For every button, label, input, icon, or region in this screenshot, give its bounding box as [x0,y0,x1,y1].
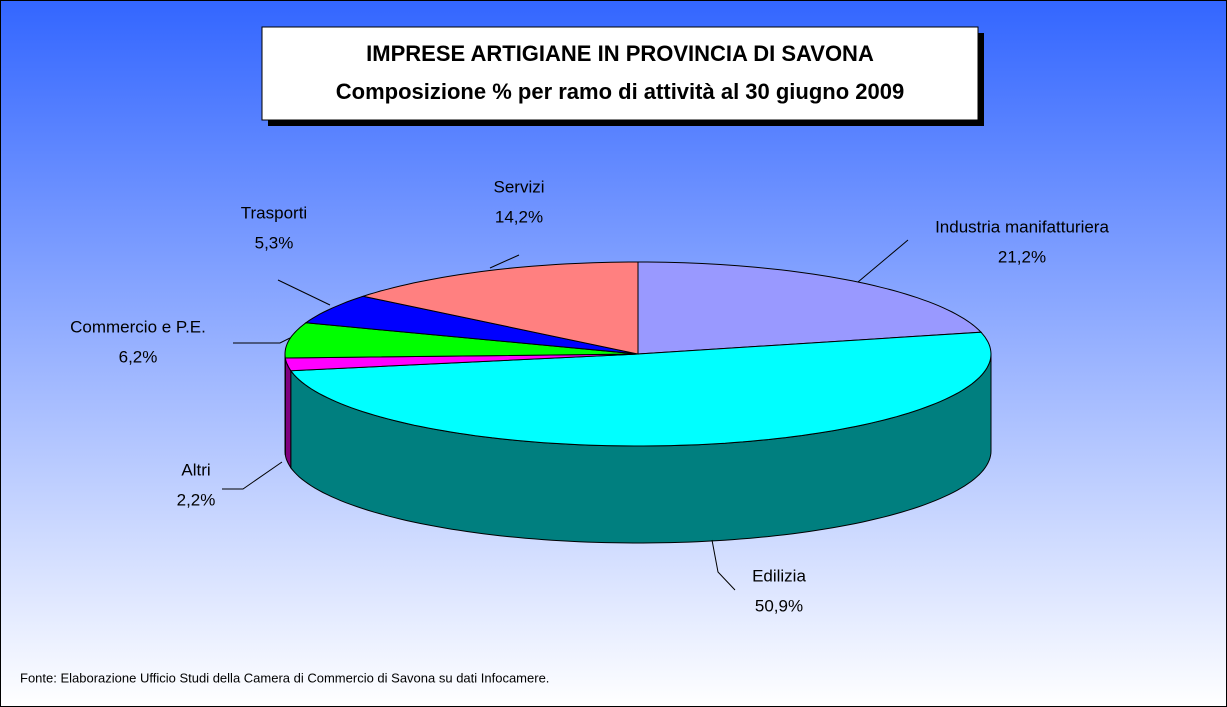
value-label: 14,2% [495,207,543,226]
leader-line [233,337,291,344]
slice-label: Trasporti [241,203,307,222]
leader-line [857,239,909,283]
leader-line [277,279,331,306]
value-label: 50,9% [755,596,803,615]
chart-title: IMPRESE ARTIGIANE IN PROVINCIA DI SAVONA [366,41,874,66]
source-note: Fonte: Elaborazione Ufficio Studi della … [20,670,549,685]
slice [284,322,639,359]
labels: Industria manifatturiera 21,2% Edilizia 50,… [70,177,1109,615]
slice-label: Servizi [493,177,544,196]
slice [304,295,639,355]
slice-side [284,357,292,470]
slice-label: Altri [181,460,210,479]
value-label: 21,2% [998,247,1046,266]
chart-subtitle: Composizione % per ramo di attività al 3… [336,79,904,104]
slice-label: Commercio e P.E. [70,317,206,336]
slice [284,353,639,372]
slice [289,331,992,447]
slice-label: Edilizia [752,566,806,585]
leader-line [222,461,283,490]
value-label: 5,3% [255,233,294,252]
slice [637,261,983,355]
value-label: 2,2% [177,490,216,509]
title-box [261,26,979,121]
leader-line [489,254,520,269]
value-label: 6,2% [119,347,158,366]
slice [361,261,639,355]
slice-label: Industria manifatturiera [935,217,1109,236]
leader-line [711,539,736,591]
pie [284,261,992,544]
